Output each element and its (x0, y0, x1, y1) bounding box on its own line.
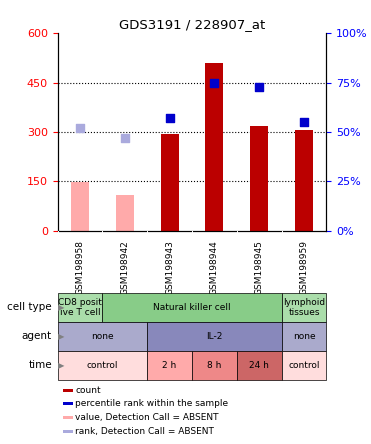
Text: agent: agent (22, 331, 52, 341)
Text: 8 h: 8 h (207, 361, 221, 370)
FancyBboxPatch shape (58, 322, 147, 351)
Text: 24 h: 24 h (249, 361, 269, 370)
Bar (250, 126, 268, 231)
Bar (295, 130, 313, 231)
Point (301, 119, 307, 126)
Point (77, 125, 83, 132)
Point (167, 115, 173, 122)
FancyBboxPatch shape (147, 322, 282, 351)
Text: lymphoid
tissues: lymphoid tissues (283, 298, 325, 317)
Text: Natural killer cell: Natural killer cell (153, 303, 231, 312)
Text: ▶: ▶ (58, 332, 64, 341)
Text: count: count (75, 386, 101, 395)
Text: value, Detection Call = ABSENT: value, Detection Call = ABSENT (75, 413, 219, 422)
Text: rank, Detection Call = ABSENT: rank, Detection Call = ABSENT (75, 427, 214, 436)
Bar (63, 402, 73, 405)
Bar (63, 416, 73, 419)
Text: ▶: ▶ (58, 361, 64, 370)
FancyBboxPatch shape (58, 351, 147, 380)
Text: control: control (86, 361, 118, 370)
Bar (161, 135, 178, 231)
Title: GDS3191 / 228907_at: GDS3191 / 228907_at (119, 18, 265, 31)
Text: GSM198945: GSM198945 (255, 240, 264, 295)
Text: CD8 posit
ive T cell: CD8 posit ive T cell (58, 298, 102, 317)
FancyBboxPatch shape (58, 293, 102, 322)
Text: GSM198942: GSM198942 (120, 240, 129, 295)
Text: GSM198958: GSM198958 (75, 240, 85, 295)
Bar (116, 194, 134, 231)
Text: time: time (28, 360, 52, 370)
Bar (206, 63, 223, 231)
FancyBboxPatch shape (237, 351, 282, 380)
Text: control: control (288, 361, 320, 370)
FancyBboxPatch shape (147, 351, 192, 380)
Text: cell type: cell type (7, 302, 52, 313)
Text: none: none (91, 332, 114, 341)
Text: GSM198944: GSM198944 (210, 240, 219, 295)
FancyBboxPatch shape (282, 293, 326, 322)
Text: 2 h: 2 h (162, 361, 177, 370)
FancyBboxPatch shape (102, 293, 282, 322)
FancyBboxPatch shape (282, 322, 326, 351)
Point (122, 135, 128, 142)
Text: IL-2: IL-2 (206, 332, 223, 341)
Text: none: none (293, 332, 315, 341)
Text: percentile rank within the sample: percentile rank within the sample (75, 399, 229, 408)
Bar (63, 389, 73, 392)
FancyBboxPatch shape (192, 351, 237, 380)
FancyBboxPatch shape (282, 351, 326, 380)
Text: GSM198943: GSM198943 (165, 240, 174, 295)
Bar (63, 430, 73, 433)
Text: ▶: ▶ (58, 303, 64, 312)
Bar (71, 182, 89, 231)
Text: GSM198959: GSM198959 (299, 240, 309, 295)
Point (256, 83, 262, 90)
Point (211, 79, 217, 86)
